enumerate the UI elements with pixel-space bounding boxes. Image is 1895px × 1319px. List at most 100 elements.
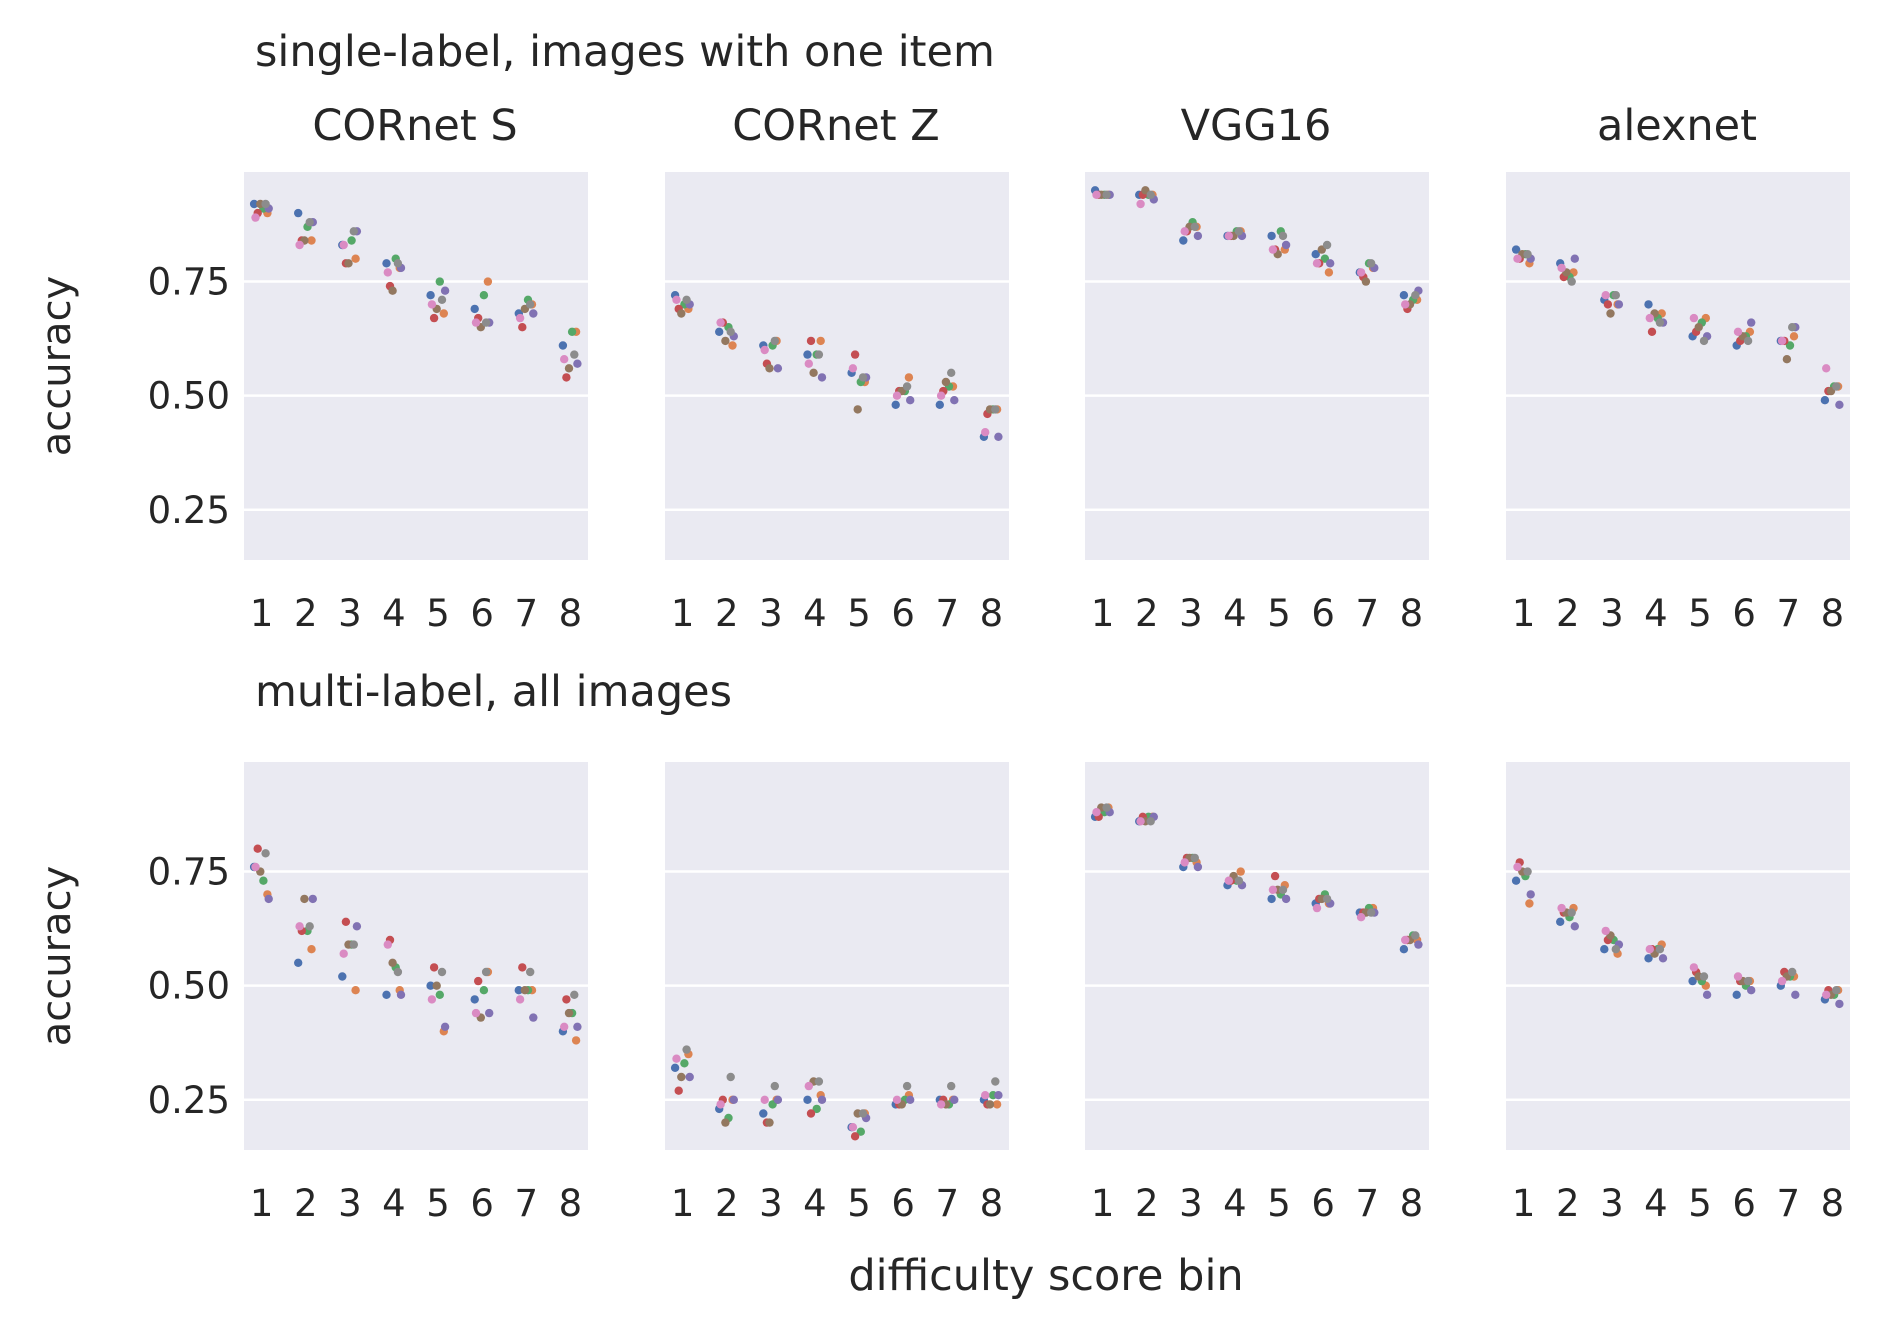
data-point [351, 254, 360, 263]
data-point [1570, 922, 1580, 931]
data-point [1603, 300, 1613, 309]
x-tick-label: 1 [1091, 1182, 1115, 1225]
data-point [396, 990, 406, 999]
x-tick-label: 8 [980, 1182, 1004, 1225]
data-point [1601, 291, 1610, 300]
data-point [1835, 400, 1844, 409]
data-point [426, 291, 435, 300]
data-point [1367, 908, 1376, 917]
data-point [1092, 190, 1101, 199]
data-point [1835, 999, 1844, 1009]
data-point [339, 240, 348, 250]
column-title-vgg16: VGG16 [1181, 101, 1332, 151]
data-point [1146, 817, 1155, 826]
data-point [567, 327, 577, 336]
data-point [892, 1095, 902, 1105]
data-point [295, 922, 304, 931]
x-tick-label: 7 [1355, 1182, 1379, 1225]
data-point [760, 1095, 769, 1105]
x-tick-label: 6 [1311, 592, 1335, 635]
data-point [1645, 313, 1655, 323]
panel-background [244, 172, 588, 560]
data-point [294, 958, 303, 967]
column-title-alexnet: alexnet [1597, 101, 1757, 151]
column-title-cornet-s: CORnet S [312, 101, 517, 151]
data-point [1267, 231, 1276, 241]
x-tick-label: 4 [382, 592, 406, 635]
data-point [941, 377, 951, 387]
y-tick-label: 0.75 [148, 851, 230, 894]
data-point [806, 1109, 816, 1118]
data-point [947, 1081, 956, 1091]
data-point [1193, 231, 1203, 241]
data-point [1747, 318, 1756, 327]
x-tick-label: 6 [1311, 1182, 1335, 1225]
x-tick-label: 2 [294, 592, 318, 635]
x-tick-label: 3 [759, 592, 783, 635]
x-tick-label: 3 [1179, 592, 1203, 635]
data-point [1411, 291, 1420, 300]
data-point [573, 359, 582, 368]
data-point [729, 1095, 738, 1105]
data-point [1644, 300, 1653, 309]
x-tick-label: 8 [559, 1182, 583, 1225]
x-tick-label: 1 [1512, 592, 1536, 635]
data-point [992, 1100, 1002, 1109]
data-point [515, 995, 525, 1004]
data-point [1614, 300, 1624, 309]
x-tick-label: 2 [1556, 592, 1580, 635]
data-point [560, 355, 569, 364]
panel-1: 0.25 0.50 0.75 accuracy 1 2 3 4 5 6 7 8 [34, 172, 588, 635]
data-point [814, 350, 824, 359]
data-point [721, 336, 730, 346]
y-tick-label: 0.50 [148, 375, 230, 418]
data-point [1747, 986, 1756, 995]
data-point [570, 350, 579, 359]
data-point [1224, 231, 1234, 241]
data-point [440, 1022, 450, 1031]
x-tick-label: 8 [1400, 1182, 1424, 1225]
data-point [1322, 240, 1332, 250]
data-point [1702, 990, 1712, 999]
data-point [1688, 976, 1697, 986]
x-tick-label: 1 [250, 1182, 274, 1225]
data-point [439, 309, 448, 318]
data-point [1567, 277, 1576, 286]
data-point [1655, 318, 1665, 327]
data-point [1694, 323, 1703, 332]
data-point [1224, 876, 1234, 885]
data-point [1788, 323, 1797, 332]
data-point [1601, 926, 1610, 936]
data-point [1557, 903, 1566, 913]
data-point [1326, 259, 1335, 268]
y-tick-label: 0.25 [148, 489, 230, 532]
data-point [809, 368, 818, 377]
data-point [677, 309, 686, 318]
data-point [1832, 382, 1841, 391]
data-point [1699, 336, 1709, 346]
x-tick-label: 7 [1776, 592, 1800, 635]
data-point [1523, 250, 1532, 259]
x-tick-label: 6 [891, 592, 915, 635]
data-point [770, 1081, 779, 1091]
x-tick-label: 5 [1688, 1182, 1712, 1225]
data-point [437, 967, 447, 977]
x-tick-label: 7 [935, 1182, 959, 1225]
x-tick-label: 1 [671, 1182, 695, 1225]
data-point [1822, 990, 1831, 999]
section-title-multi-label: multi-label, all images [255, 667, 732, 717]
data-point [470, 304, 479, 314]
data-point [817, 1095, 827, 1105]
data-point [1270, 871, 1280, 881]
x-tick-label: 5 [1267, 592, 1291, 635]
data-point [1782, 355, 1792, 364]
data-point [382, 990, 391, 999]
data-point [1146, 190, 1155, 199]
data-point [1689, 963, 1699, 972]
data-point [853, 405, 862, 414]
data-point [1513, 862, 1522, 872]
data-point [891, 400, 900, 409]
data-point [514, 986, 523, 995]
